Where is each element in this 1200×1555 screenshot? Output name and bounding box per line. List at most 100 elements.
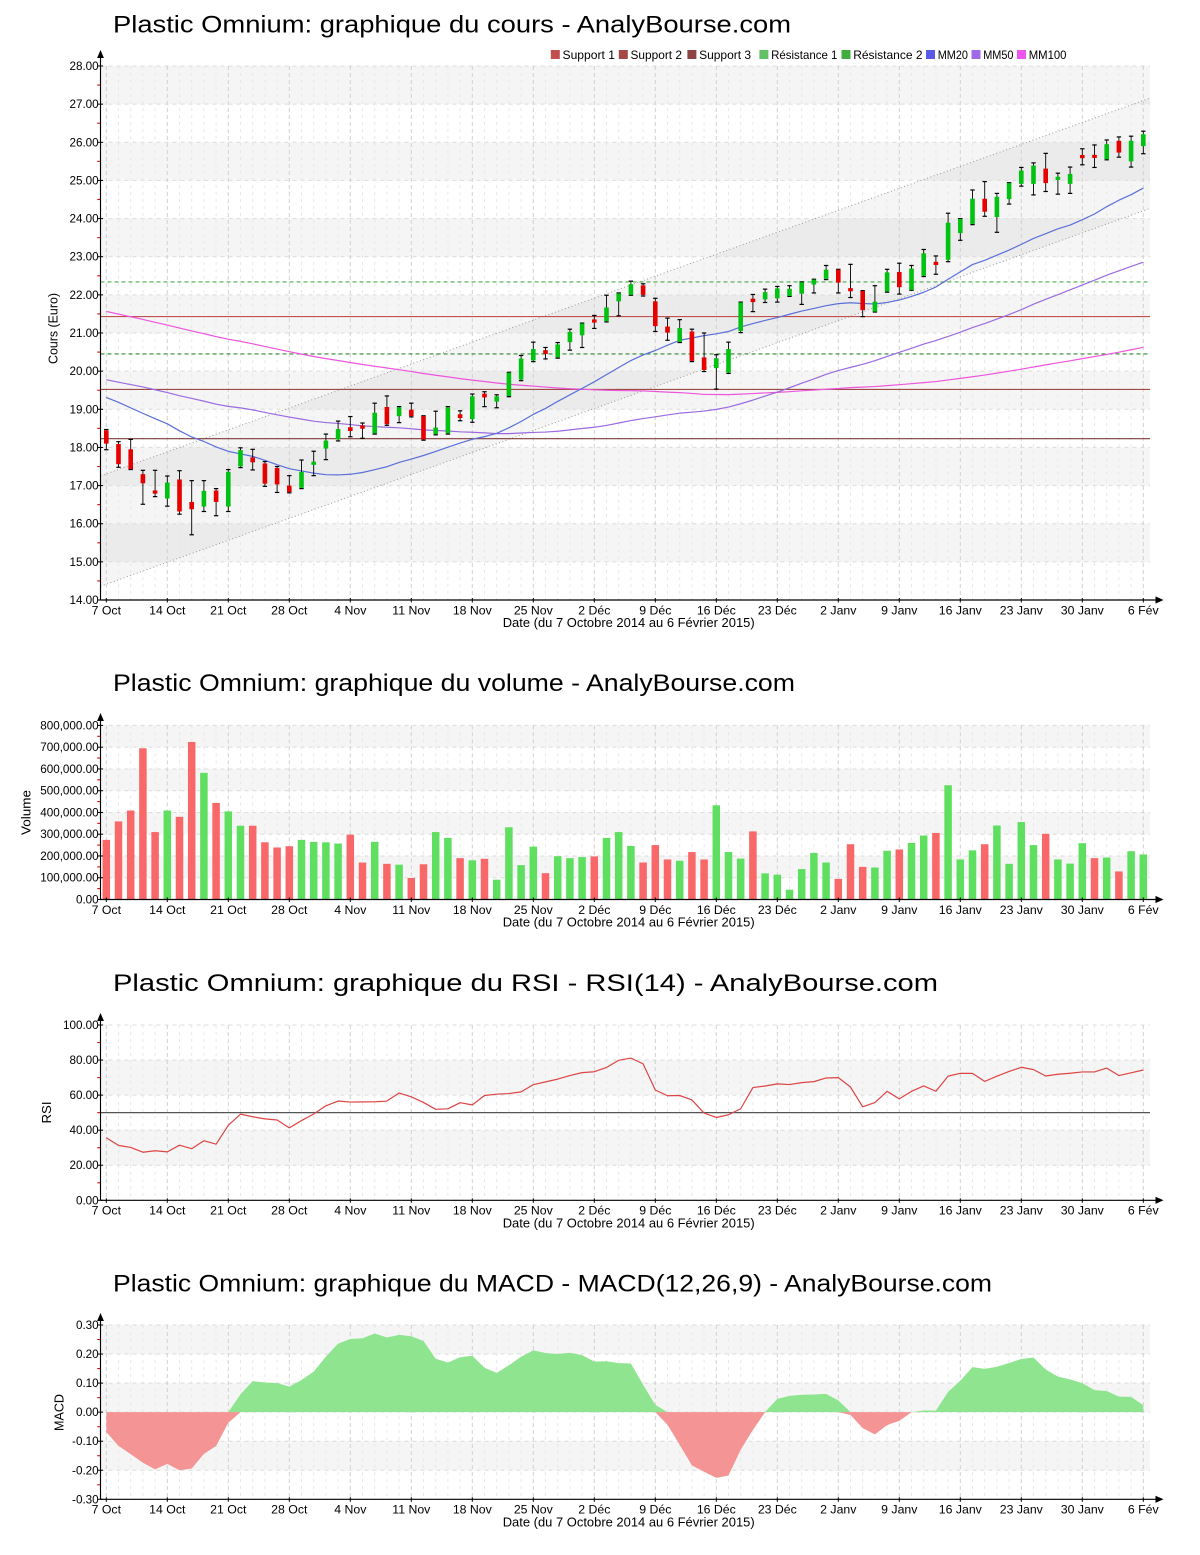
svg-text:25 Nov: 25 Nov (514, 1503, 554, 1517)
svg-text:0.10: 0.10 (76, 1377, 99, 1390)
svg-text:0.00: 0.00 (76, 894, 99, 907)
svg-text:23 Déc: 23 Déc (758, 1503, 797, 1517)
svg-text:21 Oct: 21 Oct (210, 1503, 247, 1517)
svg-text:9 Janv: 9 Janv (881, 603, 918, 617)
svg-text:800,000.00: 800,000.00 (40, 719, 99, 732)
svg-text:28 Oct: 28 Oct (271, 1503, 308, 1517)
svg-text:6 Fév: 6 Fév (1128, 603, 1160, 617)
svg-text:23 Janv: 23 Janv (1000, 1204, 1044, 1218)
svg-text:11 Nov: 11 Nov (392, 1503, 431, 1517)
svg-text:28.00: 28.00 (69, 60, 99, 73)
svg-text:30 Janv: 30 Janv (1061, 1204, 1105, 1218)
svg-text:9 Déc: 9 Déc (639, 603, 671, 617)
svg-text:25 Nov: 25 Nov (514, 903, 554, 917)
svg-text:0.20: 0.20 (76, 1348, 99, 1361)
svg-text:2 Déc: 2 Déc (578, 1204, 610, 1218)
svg-text:18.00: 18.00 (69, 441, 99, 454)
svg-text:7 Oct: 7 Oct (92, 1204, 122, 1218)
svg-text:60.00: 60.00 (69, 1089, 99, 1102)
svg-text:Plastic Omnium: graphique du c: Plastic Omnium: graphique du cours - Ana… (113, 12, 791, 39)
svg-text:16 Janv: 16 Janv (939, 603, 983, 617)
svg-text:22.00: 22.00 (69, 289, 99, 302)
svg-text:2 Janv: 2 Janv (820, 603, 857, 617)
svg-text:Date (du 7 Octobre 2014 au 6 F: Date (du 7 Octobre 2014 au 6 Février 201… (503, 1215, 755, 1230)
svg-text:16 Déc: 16 Déc (697, 903, 736, 917)
svg-text:4 Nov: 4 Nov (334, 903, 367, 917)
svg-text:27.00: 27.00 (69, 98, 99, 111)
svg-text:14 Oct: 14 Oct (149, 903, 186, 917)
svg-text:23 Janv: 23 Janv (1000, 603, 1044, 617)
svg-text:Volume: Volume (19, 790, 34, 835)
svg-text:21 Oct: 21 Oct (210, 903, 247, 917)
svg-text:19.00: 19.00 (69, 403, 99, 416)
svg-text:0.30: 0.30 (76, 1319, 99, 1332)
svg-text:7 Oct: 7 Oct (92, 603, 122, 617)
svg-text:6 Fév: 6 Fév (1128, 903, 1160, 917)
svg-text:100.00: 100.00 (63, 1019, 99, 1032)
svg-text:14 Oct: 14 Oct (149, 603, 186, 617)
svg-text:4 Nov: 4 Nov (334, 1503, 367, 1517)
svg-text:2 Janv: 2 Janv (820, 1503, 857, 1517)
svg-text:Résistance 2: Résistance 2 (853, 48, 923, 62)
svg-text:18 Nov: 18 Nov (453, 603, 493, 617)
svg-text:Support 3: Support 3 (699, 48, 751, 62)
svg-text:500,000.00: 500,000.00 (40, 785, 99, 798)
svg-text:400,000.00: 400,000.00 (40, 806, 99, 819)
svg-text:16 Janv: 16 Janv (939, 1503, 983, 1517)
svg-text:30 Janv: 30 Janv (1061, 603, 1105, 617)
svg-text:20.00: 20.00 (69, 1159, 99, 1172)
svg-text:9 Déc: 9 Déc (639, 903, 671, 917)
svg-text:2 Janv: 2 Janv (820, 903, 857, 917)
svg-text:MM50: MM50 (983, 48, 1014, 62)
svg-text:14.00: 14.00 (69, 594, 99, 607)
svg-text:0.00: 0.00 (76, 1406, 99, 1419)
svg-text:Date (du 7 Octobre 2014 au 6 F: Date (du 7 Octobre 2014 au 6 Février 201… (503, 615, 755, 630)
svg-text:7 Oct: 7 Oct (92, 1503, 122, 1517)
svg-text:28 Oct: 28 Oct (271, 1204, 308, 1218)
svg-text:0.00: 0.00 (76, 1194, 99, 1207)
svg-text:80.00: 80.00 (69, 1054, 99, 1067)
svg-text:16.00: 16.00 (69, 518, 99, 531)
svg-text:16 Déc: 16 Déc (697, 1503, 736, 1517)
svg-text:16 Janv: 16 Janv (939, 903, 983, 917)
svg-text:6 Fév: 6 Fév (1128, 1204, 1160, 1218)
svg-text:Résistance 1: Résistance 1 (771, 48, 838, 62)
svg-text:2 Déc: 2 Déc (578, 903, 610, 917)
svg-text:16 Déc: 16 Déc (697, 603, 736, 617)
svg-text:28 Oct: 28 Oct (271, 903, 308, 917)
svg-text:100,000.00: 100,000.00 (40, 872, 99, 885)
svg-text:2 Déc: 2 Déc (578, 603, 610, 617)
svg-text:2 Déc: 2 Déc (578, 1503, 610, 1517)
svg-text:700,000.00: 700,000.00 (40, 741, 99, 754)
svg-text:30 Janv: 30 Janv (1061, 1503, 1105, 1517)
svg-text:14 Oct: 14 Oct (149, 1204, 186, 1218)
svg-text:9 Janv: 9 Janv (881, 1204, 918, 1218)
svg-text:25 Nov: 25 Nov (514, 603, 554, 617)
svg-text:16 Janv: 16 Janv (939, 1204, 983, 1218)
svg-text:MACD: MACD (52, 1394, 67, 1431)
svg-text:24.00: 24.00 (69, 213, 99, 226)
svg-text:30 Janv: 30 Janv (1061, 903, 1105, 917)
svg-text:Plastic Omnium: graphique du M: Plastic Omnium: graphique du MACD - MACD… (113, 1271, 992, 1298)
svg-text:18 Nov: 18 Nov (453, 1204, 493, 1218)
svg-text:26.00: 26.00 (69, 136, 99, 149)
svg-text:18 Nov: 18 Nov (453, 1503, 493, 1517)
svg-text:17.00: 17.00 (69, 480, 99, 493)
svg-text:RSI: RSI (39, 1102, 54, 1124)
svg-text:11 Nov: 11 Nov (392, 603, 431, 617)
svg-text:6 Fév: 6 Fév (1128, 1503, 1160, 1517)
svg-text:Date (du 7 Octobre 2014 au 6 F: Date (du 7 Octobre 2014 au 6 Février 201… (503, 915, 755, 930)
svg-text:21 Oct: 21 Oct (210, 1204, 247, 1218)
svg-text:Support 1: Support 1 (563, 48, 616, 62)
svg-text:9 Janv: 9 Janv (881, 1503, 918, 1517)
svg-text:9 Janv: 9 Janv (881, 903, 918, 917)
svg-text:25 Nov: 25 Nov (514, 1204, 554, 1218)
svg-text:40.00: 40.00 (69, 1124, 99, 1137)
svg-text:23 Déc: 23 Déc (758, 603, 797, 617)
svg-text:23 Déc: 23 Déc (758, 1204, 797, 1218)
svg-text:300,000.00: 300,000.00 (40, 828, 99, 841)
svg-text:23.00: 23.00 (69, 251, 99, 264)
svg-text:21 Oct: 21 Oct (210, 603, 247, 617)
svg-text:MM20: MM20 (938, 48, 969, 62)
svg-text:9 Déc: 9 Déc (639, 1503, 671, 1517)
